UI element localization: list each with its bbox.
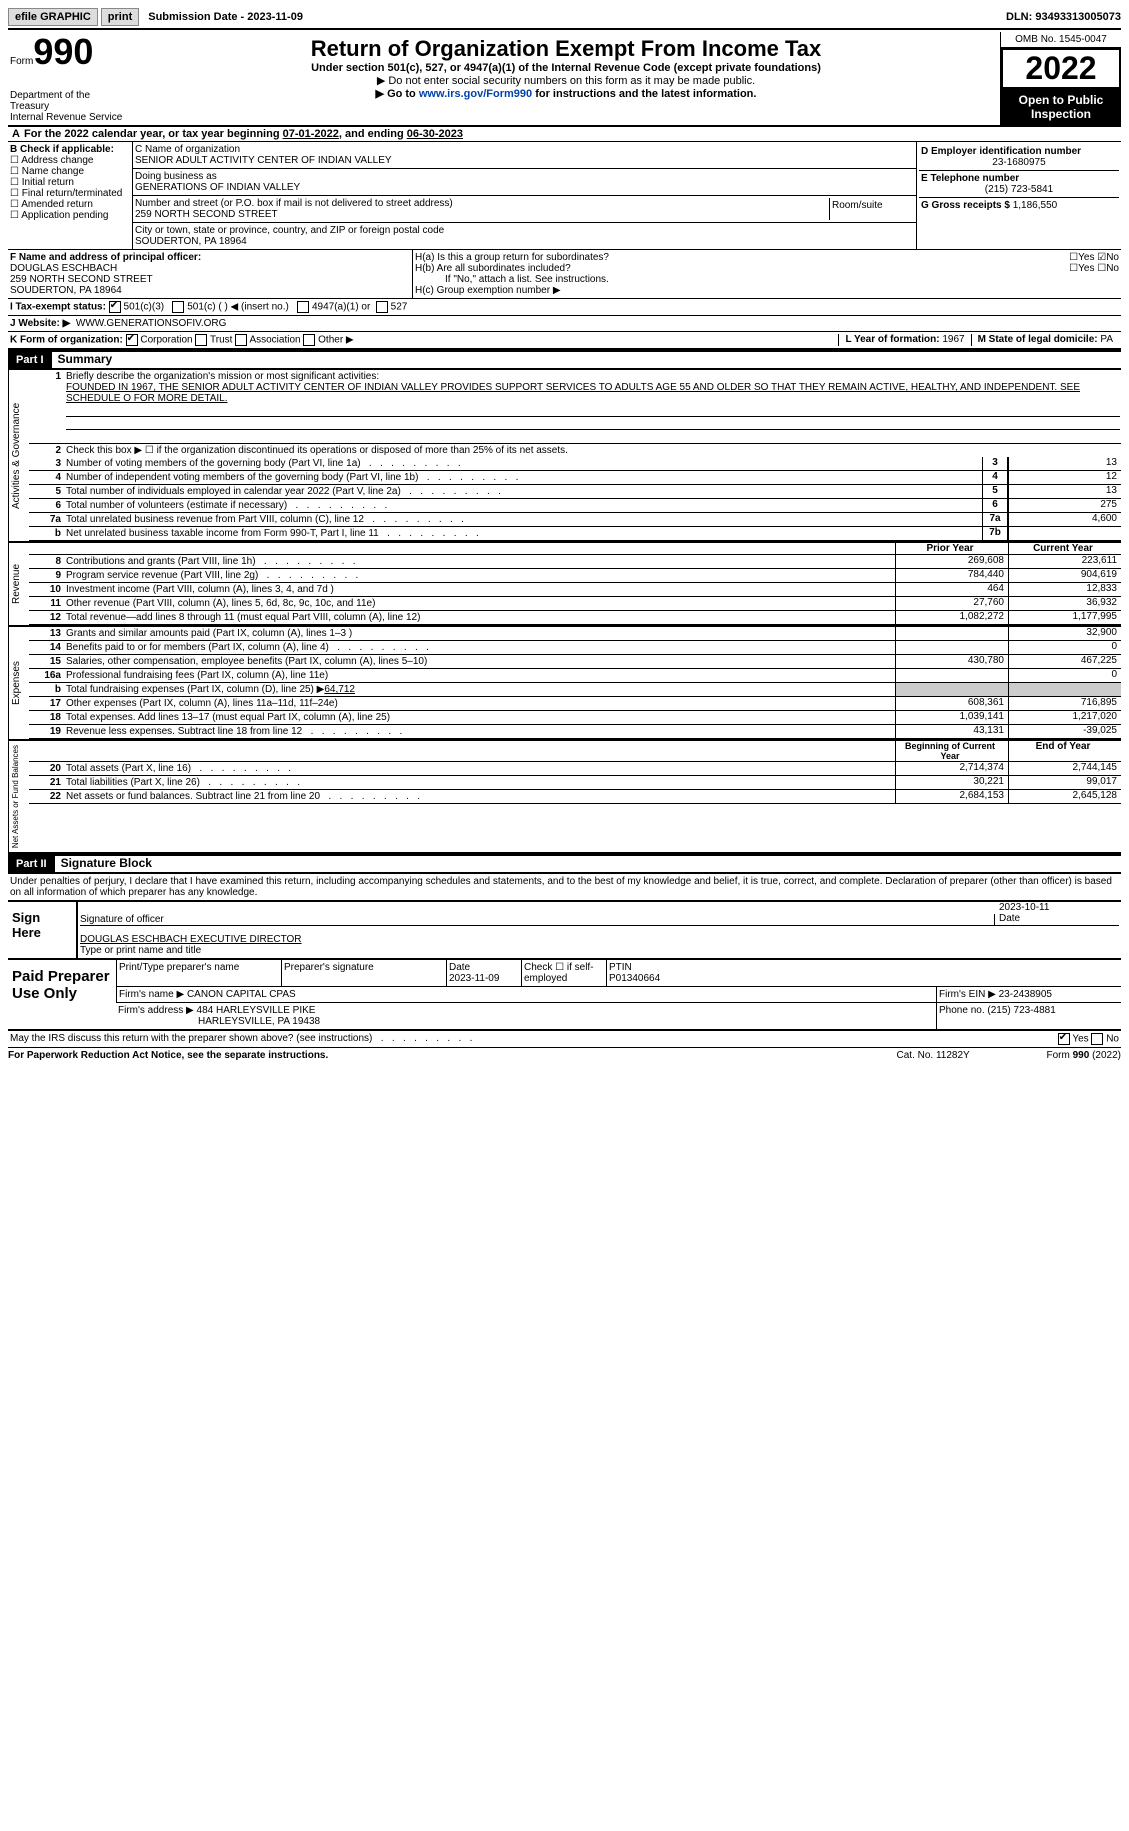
sign-here-block: Sign Here Signature of officer2023-10-11… [8, 900, 1121, 960]
note-1: ▶ Do not enter social security numbers o… [136, 74, 996, 87]
section-c: C Name of organizationSENIOR ADULT ACTIV… [133, 142, 917, 249]
topbar: efile GRAPHIC print Submission Date - 20… [8, 8, 1121, 26]
checkbox-yes[interactable] [1058, 1033, 1070, 1045]
irs-link[interactable]: www.irs.gov/Form990 [419, 88, 532, 100]
summary-netassets: Net Assets or Fund Balances Beginning of… [8, 741, 1121, 854]
dept: Department of the Treasury [10, 90, 130, 112]
row-fh: F Name and address of principal officer:… [8, 250, 1121, 299]
checkbox-501c[interactable] [172, 301, 184, 313]
omb: OMB No. 1545-0047 [1001, 32, 1121, 48]
dln: DLN: 93493313005073 [1006, 11, 1121, 23]
checkbox-other[interactable] [303, 334, 315, 346]
note-2: ▶ Go to www.irs.gov/Form990 for instruct… [136, 87, 996, 100]
summary-governance: Activities & Governance 1Briefly describ… [8, 370, 1121, 543]
section-k: K Form of organization: Corporation Trus… [8, 332, 1121, 350]
part-2-header: Part IISignature Block [8, 854, 1121, 874]
checkbox-corp[interactable] [126, 334, 138, 346]
tax-year: 2022 [1001, 48, 1121, 89]
section-b: B Check if applicable: ☐ Address change … [8, 142, 133, 249]
form-title: Return of Organization Exempt From Incom… [136, 36, 996, 62]
form-990-label: Form 990 (2022) [1047, 1050, 1121, 1061]
summary-revenue: Revenue Prior YearCurrent Year 8Contribu… [8, 543, 1121, 627]
row-bcd: B Check if applicable: ☐ Address change … [8, 142, 1121, 250]
footer: For Paperwork Reduction Act Notice, see … [8, 1048, 1121, 1061]
summary-expenses: Expenses 13Grants and similar amounts pa… [8, 627, 1121, 741]
form-header: Form990 Department of the Treasury Inter… [8, 32, 1121, 127]
section-i: I Tax-exempt status: 501(c)(3) 501(c) ( … [8, 299, 1121, 316]
irs: Internal Revenue Service [10, 112, 130, 123]
section-d: D Employer identification number23-16809… [917, 142, 1121, 249]
checkbox-assoc[interactable] [235, 334, 247, 346]
form-number: 990 [33, 31, 93, 72]
section-f: F Name and address of principal officer:… [8, 250, 413, 298]
form-subtitle: Under section 501(c), 527, or 4947(a)(1)… [136, 62, 996, 74]
checkbox-527[interactable] [376, 301, 388, 313]
checkbox-trust[interactable] [195, 334, 207, 346]
penalties-text: Under penalties of perjury, I declare th… [8, 874, 1121, 900]
open-to-public: Open to Public Inspection [1001, 89, 1121, 125]
checkbox-4947[interactable] [297, 301, 309, 313]
section-j: J Website: ▶ WWW.GENERATIONSOFIV.ORG [8, 316, 1121, 332]
may-irs-row: May the IRS discuss this return with the… [8, 1031, 1121, 1048]
paid-preparer-block: Paid Preparer Use Only Print/Type prepar… [8, 960, 1121, 1031]
print-button[interactable]: print [101, 8, 139, 26]
section-a: A For the 2022 calendar year, or tax yea… [8, 127, 1121, 142]
form-label: Form [10, 56, 33, 67]
part-1-header: Part ISummary [8, 350, 1121, 370]
section-h: H(a) Is this a group return for subordin… [413, 250, 1121, 298]
checkbox-501c3[interactable] [109, 301, 121, 313]
submission-label: Submission Date - 2023-11-09 [148, 11, 303, 23]
efile-button[interactable]: efile GRAPHIC [8, 8, 98, 26]
checkbox-no[interactable] [1091, 1033, 1103, 1045]
